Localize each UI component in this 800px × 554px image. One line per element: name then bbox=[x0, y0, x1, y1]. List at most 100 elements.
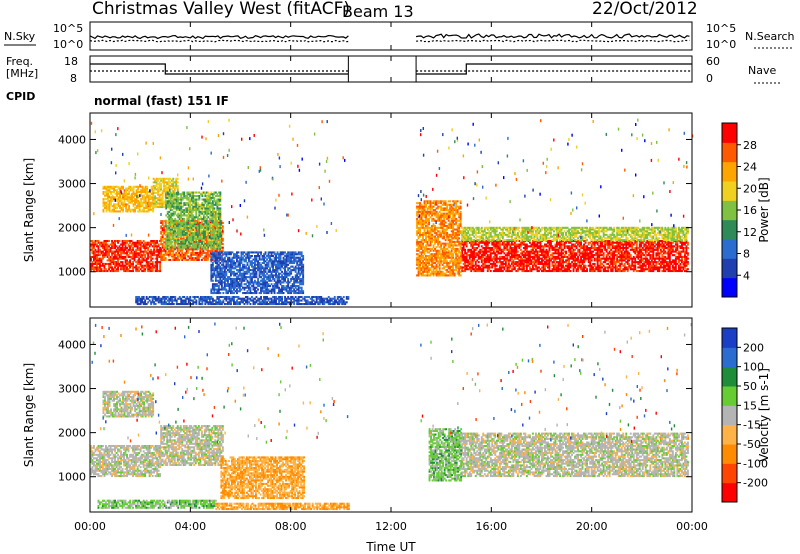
heatmap-cell bbox=[151, 297, 154, 300]
heatmap-cell bbox=[233, 288, 235, 291]
heatmap-cell bbox=[278, 279, 280, 282]
heatmap-cell bbox=[129, 247, 131, 250]
heatmap-cell bbox=[243, 265, 246, 268]
heatmap-cell bbox=[151, 296, 154, 299]
heatmap-cell bbox=[175, 303, 178, 306]
heatmap-cell bbox=[237, 270, 240, 273]
heatmap-cell bbox=[150, 240, 153, 243]
heatmap-cell bbox=[266, 285, 268, 288]
heatmap-cell bbox=[216, 270, 219, 273]
heatmap-cell bbox=[287, 279, 290, 282]
heatmap-cell bbox=[136, 296, 139, 299]
heatmap-cell bbox=[293, 290, 296, 293]
heatmap-cell bbox=[171, 196, 174, 199]
heatmap-cell bbox=[204, 212, 207, 215]
heatmap-cell bbox=[150, 201, 153, 204]
heatmap-cell bbox=[144, 192, 147, 195]
heatmap-cell bbox=[209, 221, 212, 224]
heatmap-cell bbox=[126, 189, 129, 192]
heatmap-cell bbox=[205, 251, 208, 254]
heatmap-cell bbox=[228, 283, 231, 286]
heatmap-cell bbox=[123, 255, 125, 258]
heatmap-cell bbox=[249, 281, 252, 284]
heatmap-cell bbox=[267, 270, 270, 273]
heatmap-cell bbox=[180, 240, 183, 243]
heatmap-cell bbox=[249, 283, 252, 286]
heatmap-cell bbox=[147, 301, 150, 304]
heatmap-cell bbox=[216, 276, 219, 279]
heatmap-cell bbox=[190, 203, 193, 206]
heatmap-cell bbox=[147, 262, 150, 265]
heatmap-cell bbox=[140, 201, 143, 204]
heatmap-cell bbox=[220, 285, 223, 288]
heatmap-cell bbox=[151, 261, 154, 264]
heatmap-cell bbox=[100, 257, 103, 260]
heatmap-cell bbox=[157, 301, 160, 304]
heatmap-cell bbox=[144, 248, 147, 251]
heatmap-cell bbox=[113, 206, 115, 209]
heatmap-cell bbox=[114, 252, 116, 255]
heatmap-cell bbox=[193, 233, 196, 236]
heatmap-cell bbox=[117, 252, 119, 255]
heatmap-cell bbox=[169, 297, 172, 300]
noise-left-tick-top: 10^5 bbox=[53, 22, 83, 35]
heatmap-cell bbox=[211, 263, 214, 266]
heatmap-cell bbox=[208, 196, 211, 199]
heatmap-cell bbox=[119, 192, 121, 195]
heatmap-cell bbox=[234, 274, 237, 277]
heatmap-cell bbox=[172, 191, 175, 194]
heatmap-cell bbox=[275, 283, 277, 286]
heatmap-cell bbox=[290, 299, 293, 302]
heatmap-cell bbox=[285, 258, 288, 261]
heatmap-cell bbox=[208, 239, 211, 242]
heatmap-cell bbox=[142, 303, 145, 306]
heatmap-cell bbox=[168, 301, 171, 304]
heatmap-cell bbox=[147, 254, 150, 257]
heatmap-cell bbox=[186, 193, 189, 196]
heatmap-cell bbox=[190, 193, 193, 196]
heatmap-cell bbox=[90, 248, 92, 251]
heatmap-cell bbox=[290, 253, 293, 256]
heatmap-cell bbox=[231, 272, 234, 275]
heatmap-cell bbox=[193, 258, 196, 261]
heatmap-cell bbox=[236, 251, 238, 254]
heatmap-cell bbox=[225, 283, 228, 286]
heatmap-cell bbox=[141, 191, 144, 194]
heatmap-cell bbox=[507, 254, 510, 257]
heatmap-cell bbox=[187, 202, 190, 205]
heatmap-cell bbox=[167, 239, 170, 242]
heatmap-cell bbox=[252, 267, 255, 270]
heatmap-cell bbox=[141, 187, 144, 190]
heatmap-cell bbox=[194, 244, 197, 247]
heatmap-cell bbox=[136, 247, 139, 250]
heatmap-cell bbox=[132, 266, 134, 269]
heatmap-cell bbox=[105, 206, 108, 209]
heatmap-cell bbox=[246, 297, 249, 300]
heatmap-cell bbox=[131, 192, 133, 195]
heatmap-cell bbox=[152, 186, 155, 189]
heatmap-cell bbox=[190, 217, 193, 220]
heatmap-cell bbox=[211, 262, 214, 265]
heatmap-cell bbox=[255, 272, 258, 275]
heatmap-cell bbox=[180, 247, 183, 250]
heatmap-cell bbox=[166, 226, 169, 229]
heatmap-cell bbox=[123, 257, 125, 260]
heatmap-cell bbox=[114, 210, 117, 213]
heatmap-cell bbox=[178, 250, 181, 253]
heatmap-cell bbox=[225, 288, 228, 291]
heatmap-cell bbox=[214, 260, 217, 263]
heatmap-cell bbox=[237, 262, 240, 265]
heatmap-cell bbox=[93, 270, 95, 273]
heatmap-cell bbox=[257, 283, 259, 286]
heatmap-cell bbox=[222, 253, 225, 256]
heatmap-cell bbox=[210, 191, 213, 194]
heatmap-cell bbox=[181, 196, 184, 199]
heatmap-cell bbox=[113, 185, 115, 188]
heatmap-cell bbox=[160, 220, 163, 223]
heatmap-cell bbox=[138, 259, 141, 262]
heatmap-cell bbox=[279, 292, 282, 295]
heatmap-cell bbox=[212, 243, 215, 246]
heatmap-cell bbox=[153, 297, 156, 300]
heatmap-cell bbox=[248, 267, 250, 270]
heatmap-cell bbox=[147, 252, 150, 255]
